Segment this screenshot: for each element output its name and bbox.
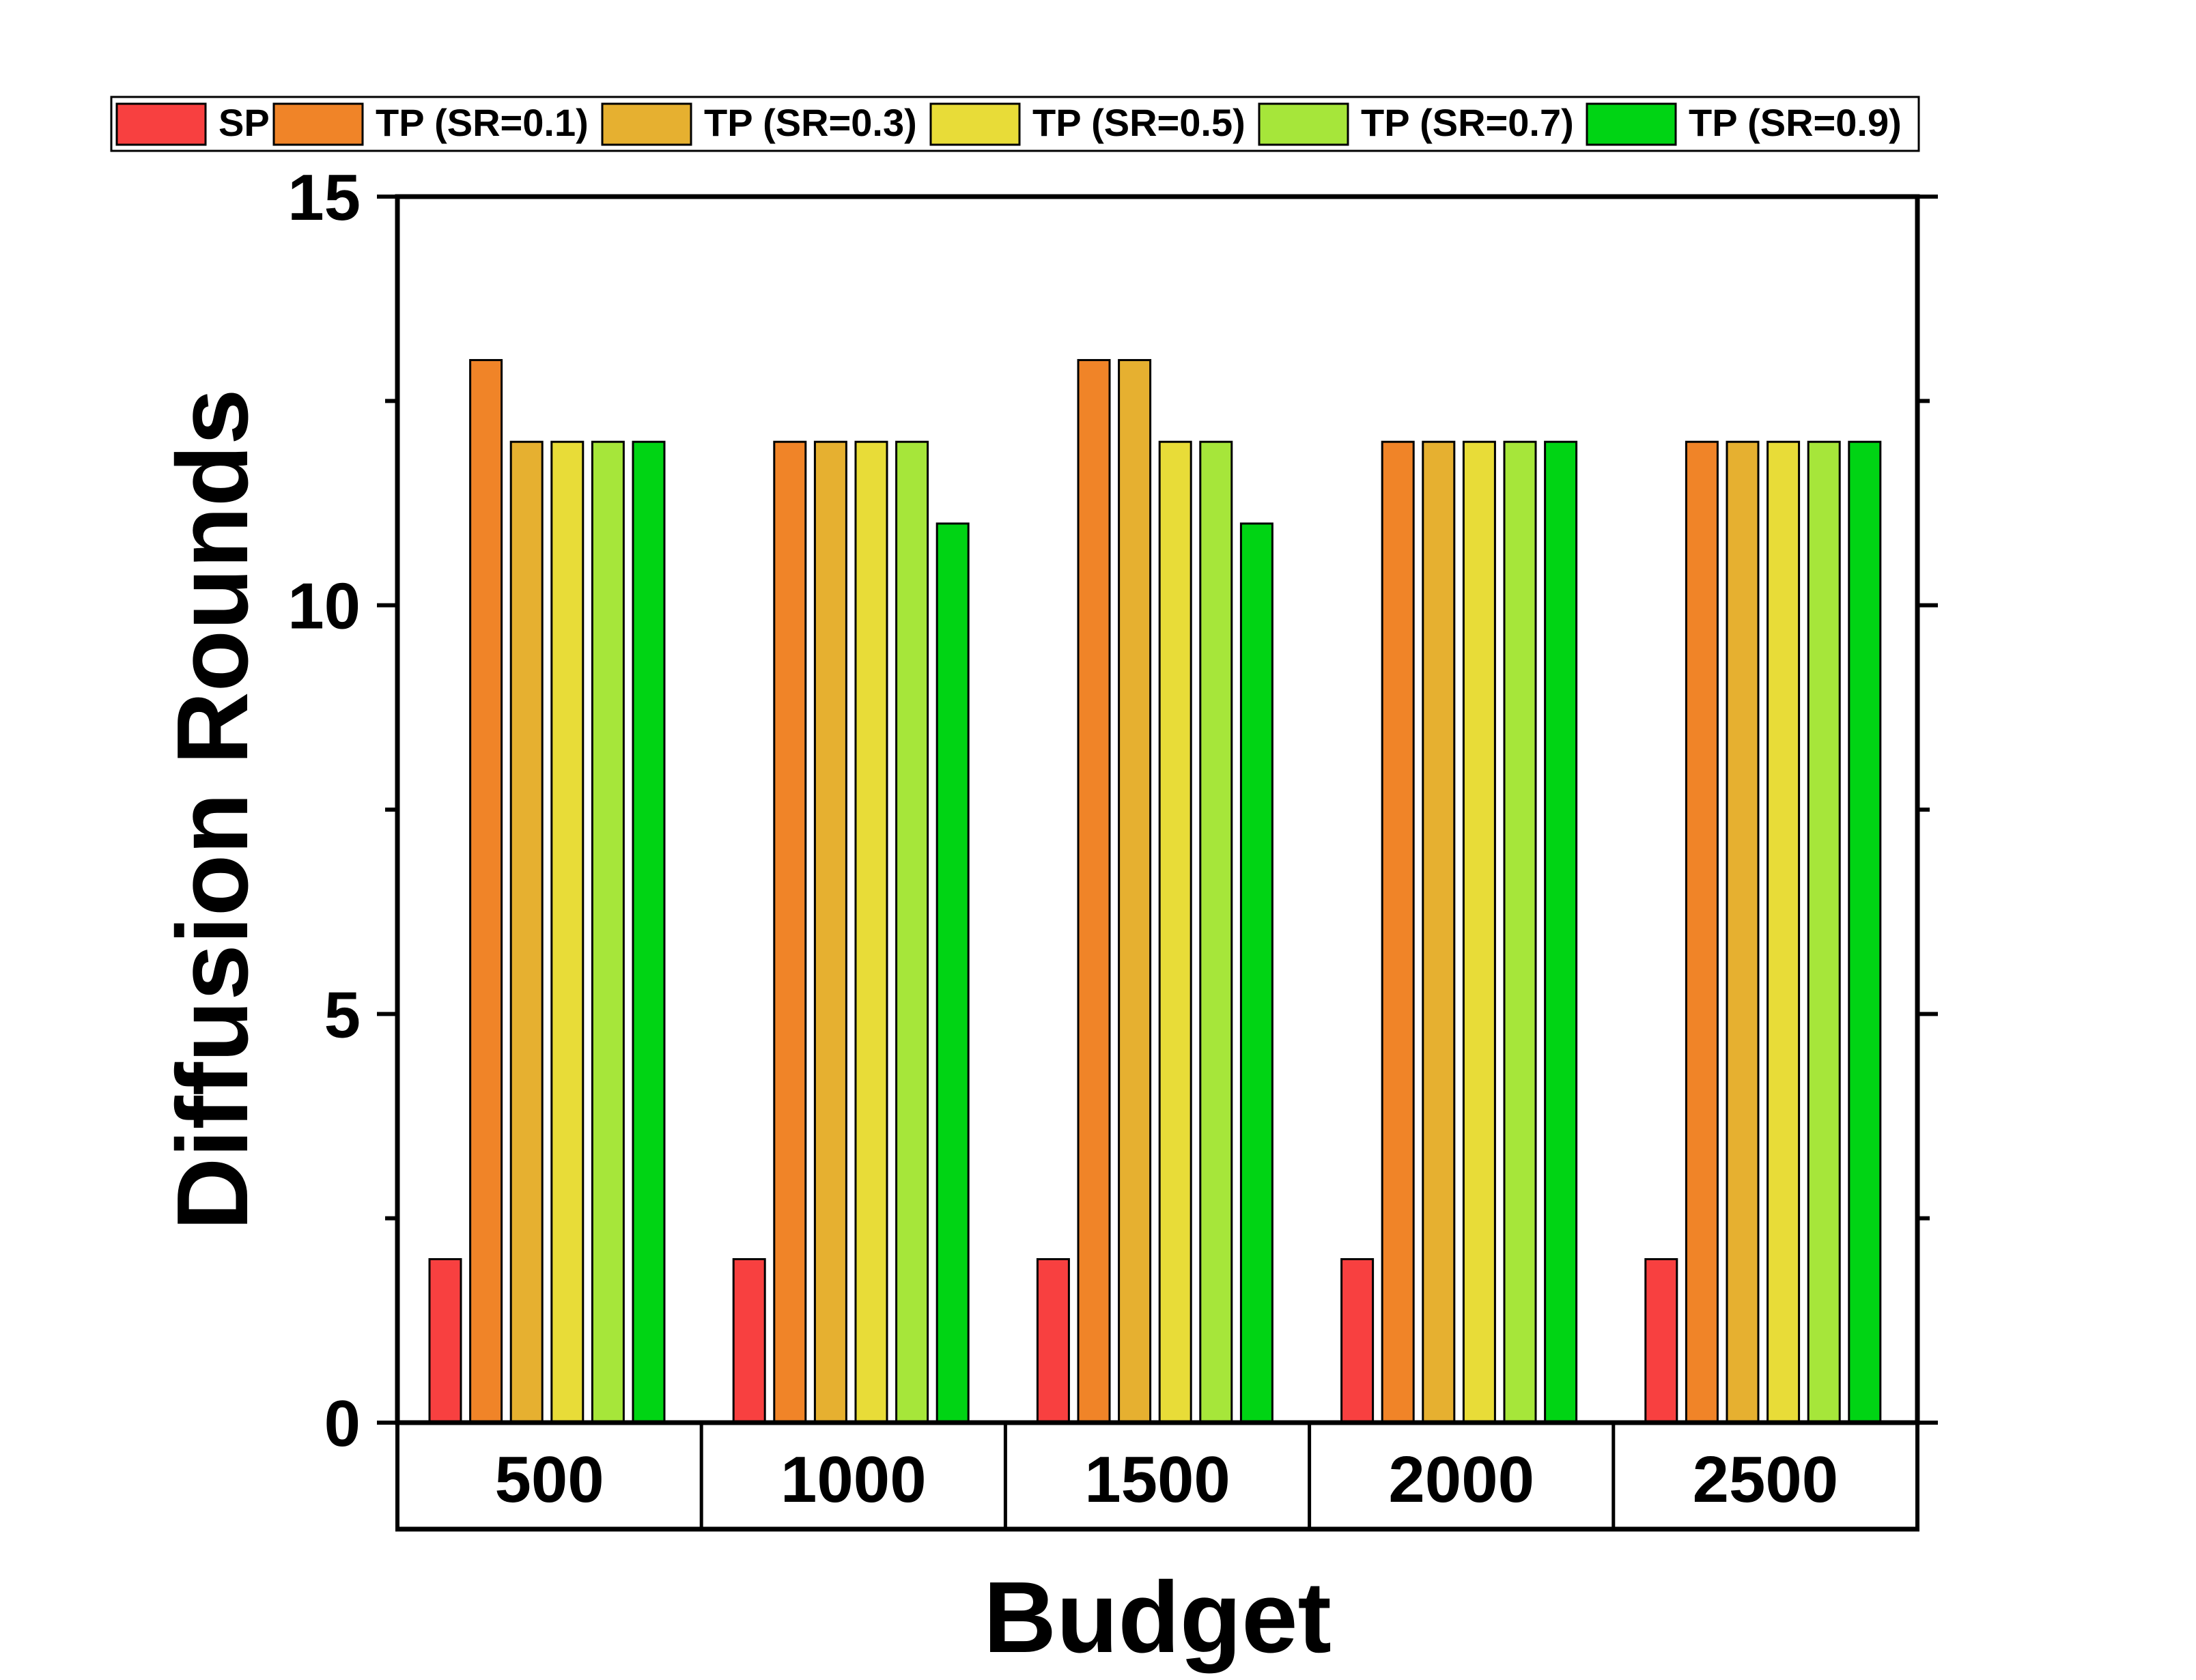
legend-swatch	[929, 102, 1021, 146]
bar	[469, 358, 503, 1424]
bar	[1807, 440, 1841, 1424]
bar	[1462, 440, 1496, 1424]
legend: SP TP (SR=0.1) TP (SR=0.3) TP (SR=0.5) TP (S…	[110, 96, 1920, 152]
bar	[1199, 440, 1233, 1424]
bar	[1077, 358, 1111, 1424]
x-axis: 500 1000 1500 2000 2500	[395, 1423, 1919, 1532]
legend-swatch	[272, 102, 364, 146]
bar	[591, 440, 625, 1424]
bar	[1726, 440, 1760, 1424]
legend-label: TP (SR=0.1)	[376, 101, 589, 144]
y-tick-label: 15	[287, 161, 361, 234]
legend-swatch	[1258, 102, 1349, 146]
bar	[1239, 522, 1273, 1424]
bar	[773, 440, 807, 1424]
legend-swatch	[115, 102, 207, 146]
bar	[1036, 1258, 1070, 1424]
bar	[935, 522, 970, 1424]
x-tick-label: 1500	[1084, 1443, 1230, 1516]
y-axis-label: Diffusion Rounds	[156, 388, 269, 1230]
bar	[854, 440, 888, 1424]
legend-label: SP	[219, 101, 270, 144]
bar	[1644, 1258, 1678, 1424]
legend-swatch	[1586, 102, 1677, 146]
bar	[1381, 440, 1415, 1424]
x-tick-label: 2000	[1388, 1443, 1534, 1516]
bar	[632, 440, 666, 1424]
legend-swatch	[601, 102, 692, 146]
x-axis-label: Budget	[983, 1561, 1332, 1674]
bar	[1544, 440, 1578, 1424]
bar	[813, 440, 847, 1424]
bar	[1766, 440, 1801, 1424]
legend-label: TP (SR=0.5)	[1032, 101, 1245, 144]
legend-label: TP (SR=0.9)	[1689, 101, 1902, 144]
legend-label: TP (SR=0.7)	[1361, 101, 1574, 144]
y-tick-label: 5	[324, 978, 361, 1051]
x-tick-label: 1000	[780, 1443, 927, 1516]
bar	[550, 440, 585, 1424]
x-tick-label: 2500	[1693, 1443, 1839, 1516]
bar	[1340, 1258, 1375, 1424]
x-tick-label: 500	[495, 1443, 604, 1516]
bar	[1685, 440, 1719, 1424]
y-tick-label: 10	[287, 570, 361, 643]
y-axis: 0 5 10 15	[287, 161, 1938, 1460]
bar	[509, 440, 544, 1424]
bar	[1848, 440, 1882, 1424]
bar	[1422, 440, 1456, 1424]
bar	[1118, 358, 1152, 1424]
bars-layer	[428, 358, 1882, 1424]
bar	[1158, 440, 1192, 1424]
bar	[895, 440, 929, 1424]
bar	[732, 1258, 766, 1424]
y-tick-label: 0	[324, 1387, 361, 1460]
bar	[428, 1258, 462, 1424]
legend-label: TP (SR=0.3)	[704, 101, 917, 144]
bar	[1503, 440, 1537, 1424]
